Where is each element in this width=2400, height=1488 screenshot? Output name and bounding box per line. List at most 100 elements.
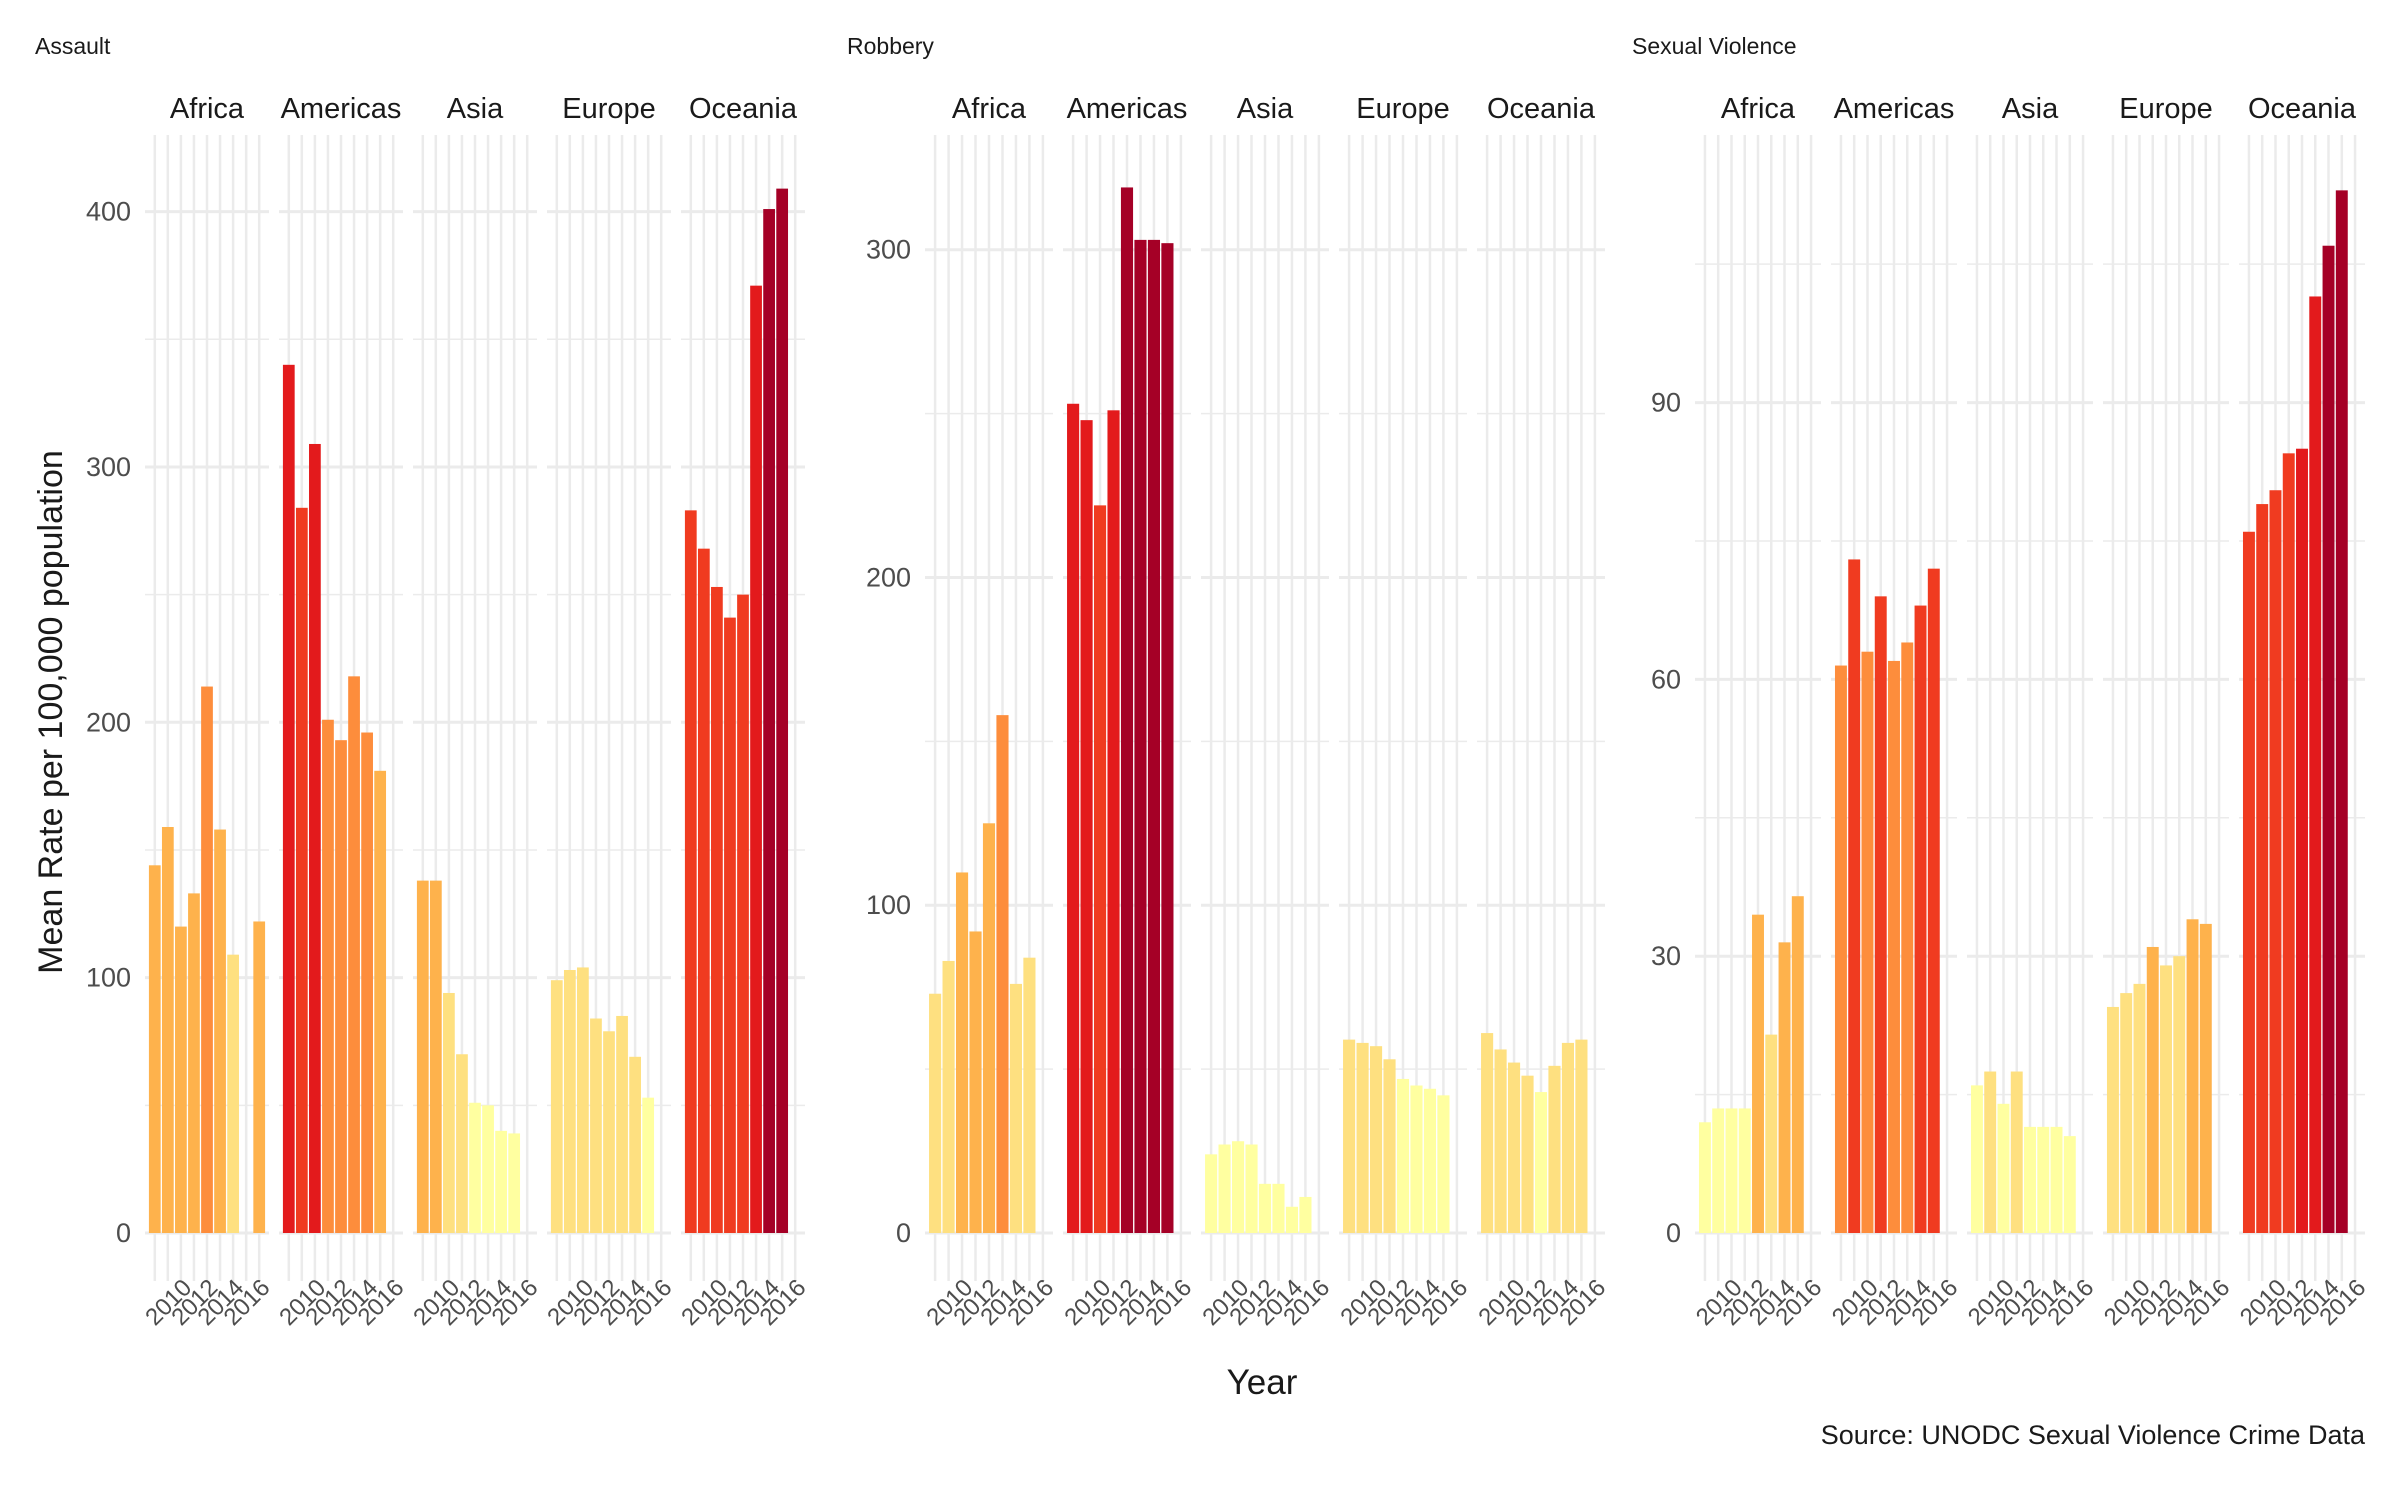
facet-label: Europe: [2119, 93, 2213, 125]
bar: [724, 617, 736, 1233]
bar: [2322, 245, 2335, 1234]
bar: [1534, 1092, 1548, 1233]
y-tick-label: 60: [1651, 664, 1681, 694]
bar: [2173, 956, 2186, 1233]
bar: [1765, 1034, 1778, 1233]
bar: [929, 993, 942, 1233]
bar: [629, 1056, 641, 1233]
bar: [1752, 914, 1764, 1233]
bar: [416, 880, 429, 1233]
bar: [482, 1105, 494, 1233]
bar: [1888, 660, 1900, 1233]
bar: [2186, 919, 2199, 1233]
bar: [1423, 1088, 1437, 1233]
bar: [1299, 1196, 1312, 1233]
bar: [1231, 1141, 1245, 1233]
bar: [1218, 1144, 1231, 1233]
bar: [1698, 1122, 1711, 1233]
bar: [1023, 957, 1036, 1233]
y-tick-label: 300: [86, 452, 131, 482]
y-tick-label: 0: [116, 1218, 131, 1248]
bar: [309, 443, 321, 1233]
bar: [214, 829, 226, 1233]
y-tick-label: 400: [86, 197, 131, 227]
bar: [1791, 896, 1804, 1233]
bar: [1245, 1144, 1258, 1233]
bar: [2106, 1006, 2119, 1233]
x-axis-title: Year: [1227, 1363, 1298, 1402]
bar: [1161, 243, 1174, 1233]
bar: [2269, 490, 2282, 1233]
y-tick-label: 90: [1651, 388, 1681, 418]
bar: [563, 969, 576, 1233]
bar: [1410, 1085, 1423, 1233]
bar: [2256, 504, 2269, 1233]
bar: [495, 1130, 507, 1233]
bar: [550, 980, 563, 1233]
bar: [1285, 1206, 1299, 1233]
bar: [1778, 942, 1791, 1233]
bar: [1134, 239, 1147, 1234]
bar: [1356, 1042, 1369, 1233]
bar: [737, 594, 749, 1233]
bar: [1507, 1062, 1521, 1233]
y-tick-label: 100: [866, 890, 911, 920]
bar: [1997, 1103, 2010, 1233]
bar: [335, 740, 347, 1233]
facet-label: Oceania: [1487, 93, 1596, 125]
bar: [1970, 1085, 1983, 1233]
bar: [148, 865, 161, 1233]
bar: [2242, 531, 2255, 1233]
bar: [1147, 239, 1161, 1234]
bar: [955, 872, 969, 1233]
bar: [2309, 296, 2322, 1233]
bar: [1927, 568, 1940, 1233]
bar: [374, 770, 387, 1233]
facet-label: Americas: [281, 93, 402, 125]
facet-label: Asia: [447, 93, 504, 125]
bar: [1272, 1183, 1285, 1233]
bar: [253, 921, 266, 1233]
bar: [2296, 448, 2308, 1233]
bar: [295, 507, 308, 1233]
facet-label: Americas: [1067, 93, 1188, 125]
bar: [2010, 1071, 2023, 1233]
bar: [2160, 965, 2172, 1233]
panel-title: Sexual Violence: [1632, 33, 1797, 59]
bar: [348, 676, 360, 1233]
bar: [684, 510, 697, 1233]
bar: [590, 1018, 602, 1233]
bar: [1205, 1154, 1218, 1233]
bar: [429, 880, 442, 1233]
bar: [361, 732, 373, 1233]
facet-label: Africa: [952, 93, 1027, 125]
bar: [1067, 403, 1080, 1234]
y-tick-label: 0: [1666, 1218, 1681, 1248]
bar: [763, 209, 775, 1234]
bar: [1725, 1108, 1738, 1233]
y-tick-label: 100: [86, 963, 131, 993]
y-tick-label: 30: [1651, 941, 1681, 971]
bar: [1874, 596, 1887, 1233]
bar: [2037, 1126, 2050, 1233]
bar: [603, 1031, 615, 1233]
facet-label: Asia: [1237, 93, 1294, 125]
bar: [1093, 505, 1107, 1234]
bar: [188, 893, 200, 1233]
bar: [2050, 1126, 2063, 1233]
y-axis-title: Mean Rate per 100,000 population: [32, 450, 70, 974]
bar: [1848, 559, 1861, 1233]
bar: [642, 1097, 655, 1233]
bar: [1834, 665, 1847, 1233]
bar: [1738, 1108, 1751, 1233]
bar: [443, 992, 455, 1233]
bar: [1481, 1033, 1494, 1233]
facet-label: Europe: [1356, 93, 1450, 125]
facet-label: Europe: [562, 93, 656, 125]
panel-title: Assault: [35, 33, 111, 59]
bar: [1494, 1049, 1507, 1233]
bar: [1080, 420, 1093, 1234]
bar: [1914, 605, 1927, 1233]
facet-label: Africa: [1721, 93, 1796, 125]
